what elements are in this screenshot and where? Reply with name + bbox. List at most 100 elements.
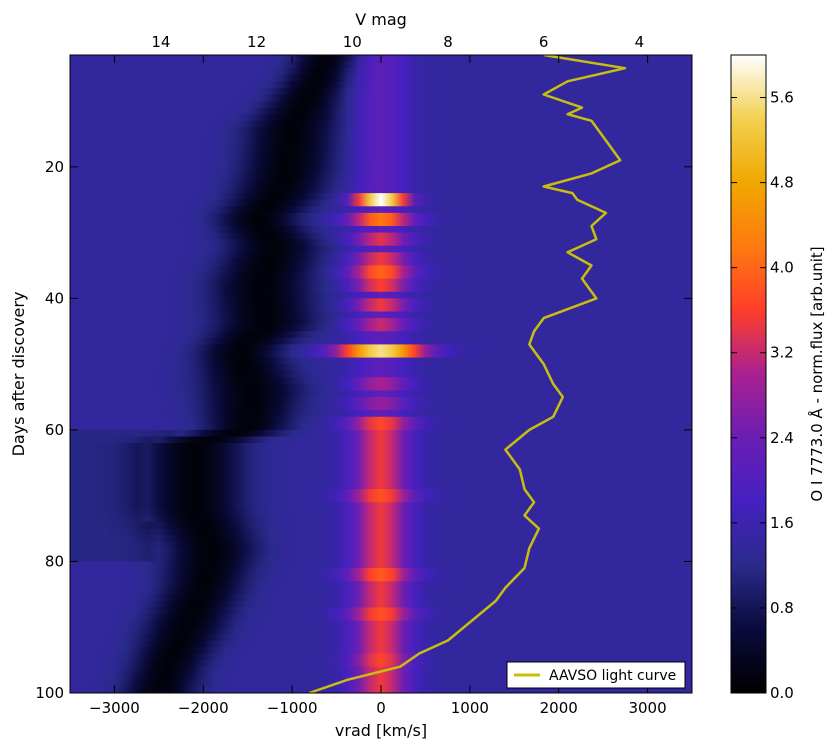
heatmap-row — [70, 383, 692, 392]
x-tick-label: −3000 — [89, 699, 140, 717]
top-tick-label: 6 — [539, 33, 549, 51]
heatmap-row — [70, 311, 692, 319]
heatmap-row — [70, 114, 692, 122]
heatmap-row — [70, 140, 692, 148]
colorbar-tick-label: 4.8 — [770, 174, 794, 192]
heatmap-row — [70, 291, 692, 299]
heatmap-row — [70, 436, 692, 444]
colorbar-tick-label: 4.0 — [770, 259, 794, 277]
y-axis-title: Days after discovery — [9, 292, 28, 457]
heatmap-row — [70, 416, 692, 424]
top-tick-label: 8 — [443, 33, 453, 51]
heatmap-row — [70, 390, 692, 398]
heatmap-row — [70, 285, 692, 293]
heatmap-row — [70, 304, 692, 313]
heatmap-row — [70, 298, 692, 306]
heatmap-row — [70, 272, 692, 280]
heatmap-row — [70, 633, 692, 641]
heatmap-row — [70, 653, 692, 661]
heatmap-row — [70, 489, 692, 497]
heatmap-row — [70, 252, 692, 260]
heatmap-row — [70, 199, 692, 207]
legend: AAVSO light curve — [506, 661, 686, 689]
x-axis-top: 14 12 10 8 6 4 — [151, 33, 644, 51]
heatmap-row — [70, 423, 692, 431]
heatmap-row — [70, 587, 692, 595]
heatmap-row — [70, 600, 692, 609]
heatmap-row — [70, 443, 692, 451]
heatmap-row — [70, 212, 692, 221]
colorbar-title: O I 7773.0 Å - norm.flux [arb.unit] — [807, 246, 826, 501]
heatmap-row — [70, 206, 692, 214]
x-tick-label: 3000 — [628, 699, 666, 717]
heatmap-row — [70, 61, 692, 69]
heatmap-row — [70, 614, 692, 622]
heatmap-row — [70, 331, 692, 339]
heatmap-row — [70, 528, 692, 536]
heatmap-row — [70, 554, 692, 563]
heatmap-row — [70, 324, 692, 332]
heatmap-row — [70, 74, 692, 82]
heatmap-row — [70, 258, 692, 267]
heatmap-row — [70, 673, 692, 681]
heatmap-row — [70, 535, 692, 543]
colorbar-tick-label: 5.6 — [770, 89, 794, 107]
heatmap-row — [70, 160, 692, 168]
heatmap-row — [70, 502, 692, 510]
heatmap-row — [70, 245, 692, 253]
light-curve-line — [308, 55, 627, 693]
heatmap-row — [70, 462, 692, 470]
x-tick-label: −2000 — [178, 699, 229, 717]
heatmap-row — [70, 147, 692, 155]
heatmap-row — [70, 449, 692, 457]
colorbar-tick-label: 2.4 — [770, 429, 794, 447]
heatmap-row — [70, 239, 692, 247]
heatmap-row — [70, 350, 692, 359]
heatmap-row — [70, 357, 692, 365]
heatmap-row — [70, 364, 692, 372]
heatmap-row — [70, 166, 692, 174]
colorbar-ticks: 0.0 0.8 1.6 2.4 3.2 4.0 4.8 5.6 — [731, 89, 794, 702]
heatmap-row — [70, 265, 692, 273]
colorbar-bar — [730, 54, 767, 694]
heatmap-row — [70, 226, 692, 234]
heatmap-row — [70, 646, 692, 655]
heatmap-row — [70, 127, 692, 135]
heatmap-row — [70, 482, 692, 490]
colorbar: 0.0 0.8 1.6 2.4 3.2 4.0 4.8 5.6 O I 7773.0 Å - … — [730, 54, 826, 702]
x-axis-bottom: −3000 −2000 −1000 0 1000 2000 3000 — [89, 55, 667, 717]
y-axis: 20 40 60 80 100 — [35, 158, 692, 702]
heatmap-row — [70, 81, 692, 89]
y-tick-label: 40 — [45, 289, 64, 307]
heatmap-row — [70, 120, 692, 128]
top-tick-label: 4 — [635, 33, 645, 51]
x-tick-label: 2000 — [540, 699, 578, 717]
heatmap-row — [70, 574, 692, 582]
y-tick-label: 20 — [45, 158, 64, 176]
heatmap-row — [70, 620, 692, 628]
heatmap-row — [70, 94, 692, 102]
top-tick-label: 14 — [151, 33, 170, 51]
y-tick-label: 80 — [45, 552, 64, 570]
heatmap-row — [70, 219, 692, 227]
x-tick-label: 1000 — [451, 699, 489, 717]
heatmap-row — [70, 101, 692, 109]
heatmap-row — [70, 370, 692, 378]
heatmap-row — [70, 429, 692, 438]
colorbar-tick-label: 3.2 — [770, 344, 794, 362]
heatmap-row — [70, 318, 692, 326]
heatmap-row — [70, 186, 692, 194]
heatmap-row — [70, 68, 692, 76]
legend-label: AAVSO light curve — [549, 668, 676, 684]
top-tick-label: 12 — [247, 33, 266, 51]
heatmap-row — [70, 179, 692, 188]
heatmap-row — [70, 660, 692, 668]
top-tick-label: 10 — [343, 33, 362, 51]
heatmap-row — [70, 232, 692, 240]
heatmap-row — [70, 475, 692, 484]
heatmap-row — [70, 456, 692, 464]
heatmap-row — [70, 410, 692, 418]
heatmap-row — [70, 627, 692, 635]
heatmap-row — [70, 173, 692, 181]
